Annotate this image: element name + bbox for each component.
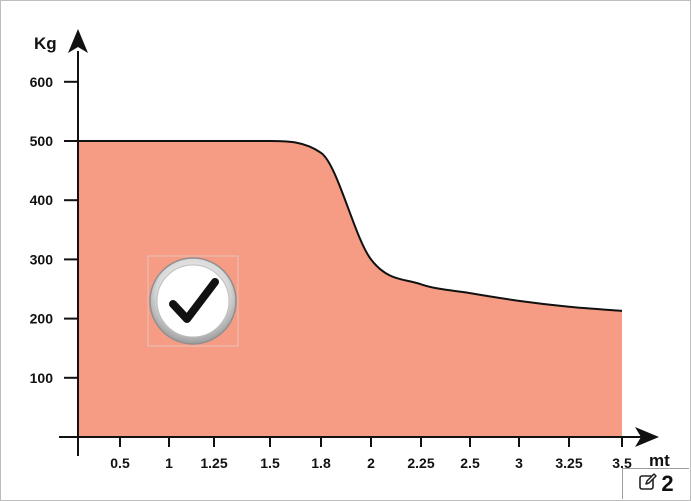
- x-tick-label: 2.25: [407, 455, 434, 471]
- capacity-area: [78, 141, 622, 437]
- page-number: 2: [661, 471, 674, 496]
- x-tick-label: 1.25: [200, 455, 227, 471]
- x-tick-label: 3.5: [612, 455, 632, 471]
- y-tick-label: 100: [30, 370, 54, 386]
- y-tick-label: 600: [30, 74, 54, 90]
- y-tick-label: 300: [30, 251, 54, 267]
- x-tick-label: 1: [165, 455, 173, 471]
- x-axis-arrow: [635, 427, 659, 447]
- x-axis-title: mt: [649, 451, 670, 470]
- x-tick-label: 2: [367, 455, 375, 471]
- y-tick-label: 400: [30, 192, 54, 208]
- y-tick-label: 200: [30, 311, 54, 327]
- check-badge-icon: [147, 255, 239, 347]
- y-axis-arrow: [68, 29, 88, 53]
- y-axis-title: Kg: [34, 34, 57, 53]
- x-tick-label: 1.5: [260, 455, 280, 471]
- edit-icon: [638, 472, 658, 497]
- x-tick-label: 3.25: [555, 455, 582, 471]
- page-badge: 2: [622, 468, 689, 499]
- x-tick-label: 2.5: [460, 455, 480, 471]
- x-tick-label: 0.5: [110, 455, 130, 471]
- x-tick-label: 1.8: [311, 455, 331, 471]
- y-tick-label: 500: [30, 133, 54, 149]
- x-axis-ticks: 0.5 1 1.25 1.5 1.8 2 2.25 2.5 3 3.25 3.5: [110, 437, 632, 471]
- axes: [59, 29, 659, 456]
- x-tick-label: 3: [515, 455, 523, 471]
- y-axis-ticks: 100 200 300 400 500 600: [30, 74, 78, 386]
- capacity-curve: [78, 140, 623, 312]
